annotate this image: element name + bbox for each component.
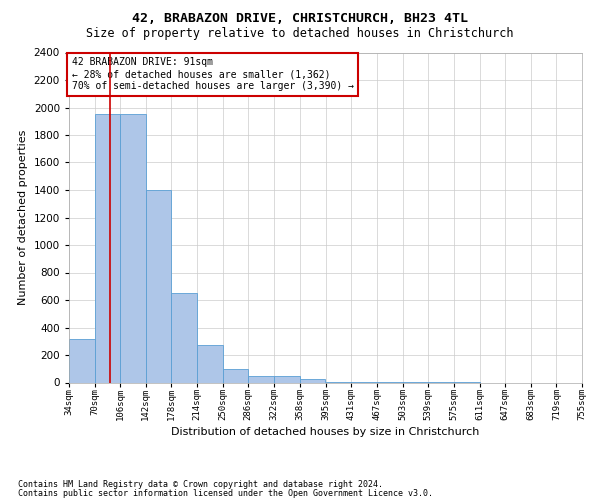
Bar bbox=[69, 338, 95, 382]
Bar bbox=[95, 114, 120, 382]
Text: Contains HM Land Registry data © Crown copyright and database right 2024.: Contains HM Land Registry data © Crown c… bbox=[18, 480, 383, 489]
Bar bbox=[248, 376, 274, 382]
Text: Size of property relative to detached houses in Christchurch: Size of property relative to detached ho… bbox=[86, 28, 514, 40]
Text: 42 BRABAZON DRIVE: 91sqm
← 28% of detached houses are smaller (1,362)
70% of sem: 42 BRABAZON DRIVE: 91sqm ← 28% of detach… bbox=[71, 58, 353, 90]
Bar bbox=[274, 376, 299, 382]
Bar bbox=[172, 293, 197, 382]
Text: 42, BRABAZON DRIVE, CHRISTCHURCH, BH23 4TL: 42, BRABAZON DRIVE, CHRISTCHURCH, BH23 4… bbox=[132, 12, 468, 26]
Bar bbox=[299, 379, 325, 382]
Bar bbox=[120, 114, 146, 382]
Y-axis label: Number of detached properties: Number of detached properties bbox=[18, 130, 28, 305]
Text: Contains public sector information licensed under the Open Government Licence v3: Contains public sector information licen… bbox=[18, 488, 433, 498]
Bar bbox=[223, 369, 248, 382]
X-axis label: Distribution of detached houses by size in Christchurch: Distribution of detached houses by size … bbox=[172, 427, 479, 437]
Bar bbox=[197, 346, 223, 383]
Bar bbox=[146, 190, 172, 382]
